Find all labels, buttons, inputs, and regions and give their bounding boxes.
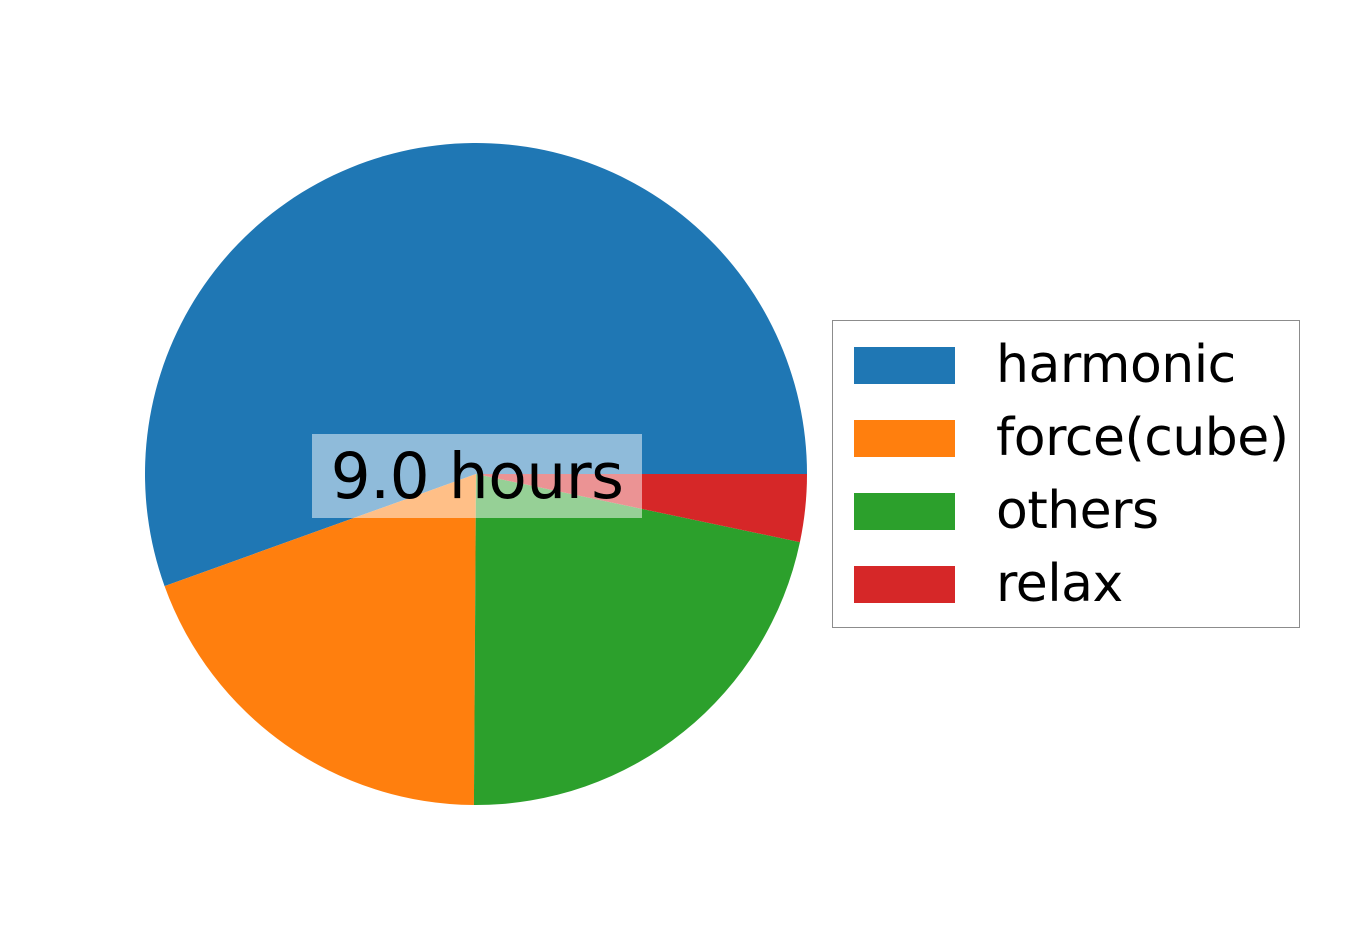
legend-label-relax: relax <box>996 554 1123 614</box>
center-annotation-text: 9.0 hours <box>330 439 624 513</box>
pie-slice-harmonic[interactable] <box>145 142 807 587</box>
pie-slice-group <box>145 142 807 805</box>
legend-swatch-icon-force-cube <box>854 419 955 457</box>
legend-item-harmonic[interactable]: harmonic <box>854 339 1236 391</box>
legend-item-relax[interactable]: relax <box>854 558 1123 610</box>
legend-label-force-cube: force(cube) <box>996 408 1289 468</box>
legend-item-others[interactable]: others <box>854 485 1159 537</box>
pie-plot-area: 9.0 hours <box>145 142 807 805</box>
pie-slice-force-cube-[interactable] <box>164 474 476 805</box>
pie-slice-others[interactable] <box>473 474 800 805</box>
legend-label-harmonic: harmonic <box>996 335 1236 395</box>
center-annotation-box: 9.0 hours <box>312 434 642 518</box>
pie-svg <box>145 142 807 805</box>
legend-label-others: others <box>996 481 1159 541</box>
legend-swatch-icon-relax <box>854 565 955 603</box>
legend-swatch-icon-others <box>854 492 955 530</box>
legend-swatch-icon-harmonic <box>854 346 955 384</box>
chart-legend: harmonic force(cube) others relax <box>832 320 1300 628</box>
legend-item-force-cube[interactable]: force(cube) <box>854 412 1289 464</box>
